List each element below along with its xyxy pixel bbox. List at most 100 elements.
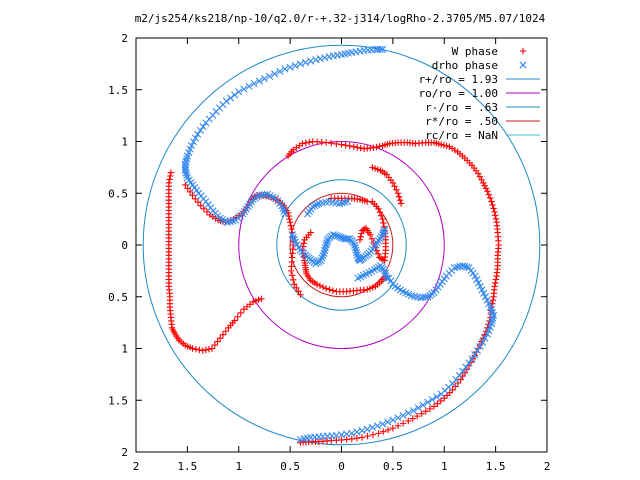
drho-phase-point: [260, 75, 269, 83]
w-phase-point: [480, 179, 487, 187]
phase-markers: [165, 45, 502, 446]
w-phase-point: [322, 139, 330, 146]
legend-marker: [519, 47, 527, 55]
drho-phase-point: [414, 404, 422, 412]
drho-phase-point: [320, 249, 328, 257]
w-phase-point: [214, 338, 221, 345]
drho-phase-point: [276, 67, 284, 76]
x-tick-label: 0: [338, 460, 345, 473]
w-phase-point: [301, 236, 308, 244]
y-tick-label: 1: [121, 343, 128, 356]
drho-phase-point: [341, 198, 349, 206]
y-tick-label: 1.5: [108, 394, 128, 407]
w-phase-point: [492, 279, 499, 287]
drho-phase-point: [286, 63, 294, 71]
w-phase-point: [186, 188, 194, 196]
w-phase-point: [430, 403, 438, 410]
drho-phase-point: [307, 57, 315, 65]
legend-label: r-/ro = .63: [425, 101, 498, 114]
y-tick-labels: 2 1.5 1 0.5 0 0.5 1 1.5 2: [108, 32, 128, 459]
w-phase-point: [437, 397, 445, 405]
w-phase-point: [363, 286, 371, 293]
drho-phase-point: [462, 363, 470, 371]
w-phase-point: [449, 386, 456, 394]
drho-phase-point: [322, 241, 330, 249]
axis-ticks: [135, 37, 548, 453]
drho-phase-point: [350, 239, 358, 247]
x-tick-label: 2: [544, 460, 551, 473]
y-tick-label: 0.5: [108, 291, 128, 304]
w-phase-point: [493, 272, 500, 280]
drho-phase-point: [329, 231, 337, 239]
w-phase-point: [375, 205, 382, 212]
drho-phase-point: [348, 429, 356, 437]
drho-phase-point: [312, 56, 320, 64]
w-phase-point: [297, 291, 304, 298]
w-phase-point: [396, 196, 404, 204]
w-phase-point: [443, 142, 450, 150]
w-phase-point: [237, 309, 245, 317]
drho-phase-point: [333, 232, 341, 240]
drho-phase-point: [381, 267, 389, 275]
drho-phase-point: [296, 60, 304, 68]
w-phase-point: [391, 183, 398, 190]
y-tick-label: 0: [121, 239, 128, 252]
w-phase-point: [376, 209, 384, 216]
w-phase-point: [384, 426, 392, 434]
w-phase-point: [184, 185, 191, 192]
drho-phase-point: [199, 123, 207, 131]
w-phase-point: [376, 143, 383, 150]
drho-phase-point: [486, 303, 495, 311]
drho-phase-point: [399, 411, 407, 420]
drho-phase-point: [261, 191, 269, 199]
w-phase-point: [375, 430, 382, 437]
drho-phase-point: [301, 58, 310, 67]
drho-phase-point: [433, 393, 441, 401]
x-tick-labels: 2 1.5 1 0.5 0 0.5 1 1.5 2: [133, 460, 551, 473]
y-tick-label: 0.5: [108, 187, 128, 200]
w-phase-point: [358, 227, 366, 234]
drho-phase-point: [250, 79, 258, 88]
w-phase-point: [306, 138, 313, 146]
drho-phase-point: [409, 407, 418, 415]
drho-phase-point: [487, 320, 496, 328]
drho-phase-point: [374, 45, 382, 53]
legend-label: r*/ro = .50: [425, 115, 498, 128]
x-tick-label: 1: [441, 460, 448, 473]
w-phase-point: [211, 341, 218, 349]
drho-phase-point: [290, 235, 298, 244]
w-phase-point: [364, 432, 371, 440]
w-phase-point: [380, 428, 387, 435]
w-phase-point: [208, 345, 216, 352]
w-phase-point: [492, 276, 500, 283]
drho-phase-point: [321, 246, 329, 255]
w-phase-point: [426, 405, 434, 413]
y-tick-label: 2: [121, 446, 128, 459]
w-phase-point: [295, 288, 302, 295]
w-phase-point: [481, 182, 488, 189]
w-phase-point: [333, 140, 340, 148]
w-phase-point: [389, 179, 397, 187]
w-phase-point: [409, 415, 416, 422]
drho-phase-point: [380, 227, 388, 235]
legend-label: r+/ro = 1.93: [419, 73, 498, 86]
drho-phase-point: [424, 398, 432, 406]
drho-phase-point: [485, 300, 493, 308]
w-phase-point: [217, 334, 224, 342]
drho-phase-point: [382, 272, 390, 280]
drho-phase-point: [352, 246, 360, 254]
drho-phase-point: [265, 72, 274, 80]
drho-phase-point: [291, 62, 299, 70]
w-phase-point: [286, 219, 294, 226]
w-phase-point: [240, 305, 248, 313]
w-phase-point: [492, 212, 499, 219]
w-phase-point: [413, 412, 421, 420]
w-phase-point: [287, 267, 295, 275]
x-tick-label: 1.5: [486, 460, 506, 473]
drho-phase-point: [473, 346, 482, 355]
drho-phase-point: [311, 202, 319, 210]
drho-phase-point: [404, 409, 412, 417]
w-phase-point: [397, 200, 405, 207]
w-phase-point: [368, 235, 376, 242]
